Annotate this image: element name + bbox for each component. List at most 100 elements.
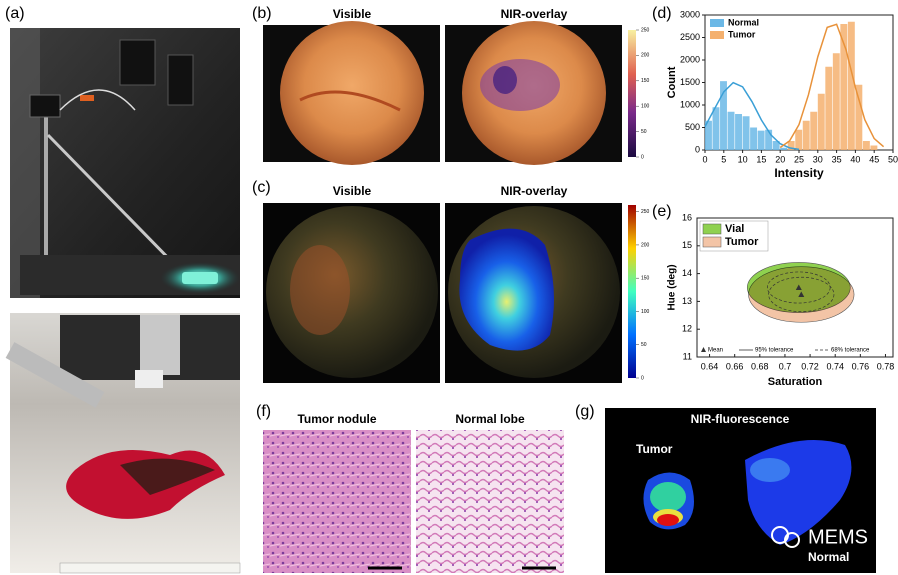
legend-swatch bbox=[702, 236, 722, 248]
mean-marker bbox=[795, 284, 802, 290]
x-tick-label: 50 bbox=[888, 154, 898, 164]
x-tick-label: 45 bbox=[869, 154, 879, 164]
fit-curve bbox=[779, 23, 885, 149]
image-label: Normal bbox=[808, 550, 849, 564]
x-tick-label: 0.7 bbox=[779, 361, 792, 371]
colorbar-tick-label: 50 bbox=[641, 129, 647, 135]
histogram-bar bbox=[750, 127, 758, 150]
image-title: Visible bbox=[333, 7, 372, 21]
image-label: Tumor bbox=[636, 442, 673, 456]
colorbar-b bbox=[628, 30, 636, 157]
histogram-bar bbox=[862, 141, 870, 150]
histogram-bar bbox=[780, 147, 788, 150]
mean-marker bbox=[798, 291, 805, 297]
panel-label: (a) bbox=[5, 5, 25, 22]
y-tick-label: 11 bbox=[683, 351, 692, 361]
x-tick-label: 20 bbox=[775, 154, 785, 164]
legend-label: Vial bbox=[725, 223, 744, 235]
y-axis-label: Count bbox=[666, 66, 678, 98]
image-visible-c bbox=[263, 203, 440, 383]
y-tick-label: 14 bbox=[682, 268, 692, 278]
x-tick-label: 0.78 bbox=[877, 361, 895, 371]
x-tick-label: 40 bbox=[850, 154, 860, 164]
legend-label: Tumor bbox=[725, 236, 759, 248]
y-axis-label: Hue (deg) bbox=[667, 264, 678, 310]
histology-tumor bbox=[263, 430, 411, 573]
y-tick-label: 2500 bbox=[680, 32, 700, 42]
x-tick-label: 0.68 bbox=[751, 361, 769, 371]
panel-label: (b) bbox=[252, 5, 272, 22]
legend-swatch bbox=[710, 19, 724, 27]
y-tick-label: 0 bbox=[695, 144, 700, 154]
note-label: 68% tolerance bbox=[831, 348, 870, 354]
image-title: Normal lobe bbox=[455, 412, 525, 426]
plot-frame bbox=[696, 217, 894, 358]
colorbar-tick-label: 150 bbox=[641, 78, 650, 84]
histogram-bar bbox=[855, 84, 863, 150]
x-tick-label: 10 bbox=[738, 154, 748, 164]
colorbar-tick-label: 100 bbox=[641, 309, 650, 315]
watermark-icon bbox=[771, 526, 800, 548]
legend-swatch bbox=[710, 31, 724, 39]
x-tick-label: 0 bbox=[702, 154, 707, 164]
histogram-bar bbox=[840, 24, 848, 150]
histogram-bar bbox=[787, 141, 795, 150]
panel-label: (c) bbox=[252, 179, 271, 196]
image-title: NIR-overlay bbox=[501, 7, 568, 21]
histogram-bar bbox=[727, 111, 735, 150]
x-tick-label: 0.64 bbox=[701, 361, 719, 371]
legend-swatch bbox=[702, 223, 722, 235]
x-axis-label: Intensity bbox=[774, 166, 824, 180]
colorbar-tick-label: 200 bbox=[641, 53, 650, 59]
colorbar-tick-label: 100 bbox=[641, 104, 650, 110]
photo-specimen bbox=[5, 313, 241, 574]
histogram-bar bbox=[832, 53, 840, 150]
tolerance-68 bbox=[767, 271, 831, 304]
histogram-bar bbox=[810, 111, 818, 150]
histogram-bar bbox=[765, 129, 773, 150]
photo-setup bbox=[10, 28, 240, 298]
note-label: Mean bbox=[708, 348, 723, 354]
y-tick-label: 500 bbox=[685, 122, 700, 132]
histogram-bar bbox=[802, 120, 810, 150]
colorbar-tick-label: 0 bbox=[641, 154, 644, 160]
panel-label: (f) bbox=[256, 403, 271, 420]
x-tick-label: 0.74 bbox=[826, 361, 844, 371]
x-tick-label: 0.66 bbox=[726, 361, 744, 371]
x-tick-label: 0.72 bbox=[801, 361, 819, 371]
image-nir-c bbox=[445, 203, 622, 383]
histology-normal bbox=[416, 430, 564, 573]
legend-label: Normal bbox=[728, 17, 759, 27]
histogram-bar bbox=[825, 66, 833, 150]
image-title: NIR-overlay bbox=[501, 184, 568, 198]
x-axis-label: Saturation bbox=[768, 376, 823, 388]
histogram-bar bbox=[705, 120, 712, 150]
histogram-bar bbox=[847, 21, 855, 150]
panel-labels: (a) (b) (c) (d) (e) (f) (g) bbox=[5, 5, 672, 420]
y-tick-label: 1000 bbox=[680, 99, 700, 109]
histogram-bar bbox=[742, 116, 750, 150]
legend-label: Tumor bbox=[728, 29, 756, 39]
y-tick-label: 12 bbox=[682, 324, 692, 334]
colorbar-tick-label: 150 bbox=[641, 276, 650, 282]
colorbar-tick-label: 200 bbox=[641, 242, 650, 248]
note-symbol bbox=[701, 347, 706, 352]
panel-label: (d) bbox=[652, 5, 672, 22]
y-tick-label: 1500 bbox=[680, 77, 700, 87]
y-tick-label: 16 bbox=[682, 212, 692, 222]
x-tick-label: 30 bbox=[813, 154, 823, 164]
y-tick-label: 2000 bbox=[680, 54, 700, 64]
x-tick-label: 25 bbox=[794, 154, 804, 164]
histogram-bar bbox=[870, 145, 878, 150]
panel-label: (g) bbox=[575, 403, 595, 420]
colorbar-tick-label: 250 bbox=[641, 27, 650, 33]
image-nir-b bbox=[445, 21, 622, 165]
histogram-bar bbox=[795, 129, 803, 150]
image-nir-fluorescence bbox=[605, 408, 876, 573]
x-tick-label: 35 bbox=[832, 154, 842, 164]
image-visible-b bbox=[263, 21, 440, 165]
tolerance-68 bbox=[768, 276, 835, 313]
watermark: MEMS bbox=[808, 526, 868, 548]
panel-label: (e) bbox=[652, 203, 672, 220]
